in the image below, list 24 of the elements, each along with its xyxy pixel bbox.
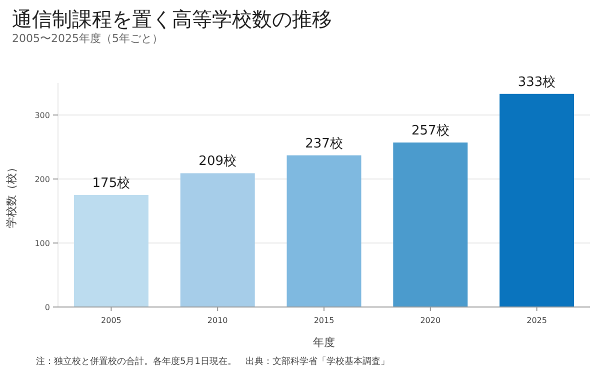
data-label: 257校 bbox=[411, 124, 450, 139]
y-tick-label: 0 bbox=[44, 303, 50, 312]
bar bbox=[74, 195, 148, 307]
x-tick-label: 2010 bbox=[207, 316, 228, 325]
data-label: 209校 bbox=[198, 154, 237, 170]
x-tick-label: 2005 bbox=[101, 316, 122, 325]
x-tick-label: 2015 bbox=[314, 316, 334, 325]
chart-title: 通信制課程を置く高等学校数の推移 bbox=[12, 7, 332, 31]
chart-subtitle: 2005〜2025年度（5年ごと） bbox=[12, 32, 163, 45]
bar bbox=[180, 173, 255, 307]
bar bbox=[286, 155, 362, 307]
data-label: 175校 bbox=[92, 176, 130, 191]
bar bbox=[500, 94, 574, 307]
x-tick-label: 2025 bbox=[526, 316, 547, 325]
y-axis-title: 学校数（校） bbox=[5, 162, 18, 228]
y-tick-label: 300 bbox=[34, 111, 50, 120]
x-axis-title: 年度 bbox=[313, 336, 335, 349]
data-label: 237校 bbox=[305, 136, 343, 152]
text: 注：独立校と併置校の合計。各年度5月1日現在。 出典：文部科学省「学校基本調査」 bbox=[36, 356, 390, 367]
y-tick-label: 200 bbox=[34, 175, 50, 184]
data-label: 333校 bbox=[518, 74, 556, 90]
bar bbox=[393, 142, 468, 307]
x-tick-label: 2020 bbox=[420, 316, 441, 325]
y-tick-label: 100 bbox=[34, 239, 50, 248]
